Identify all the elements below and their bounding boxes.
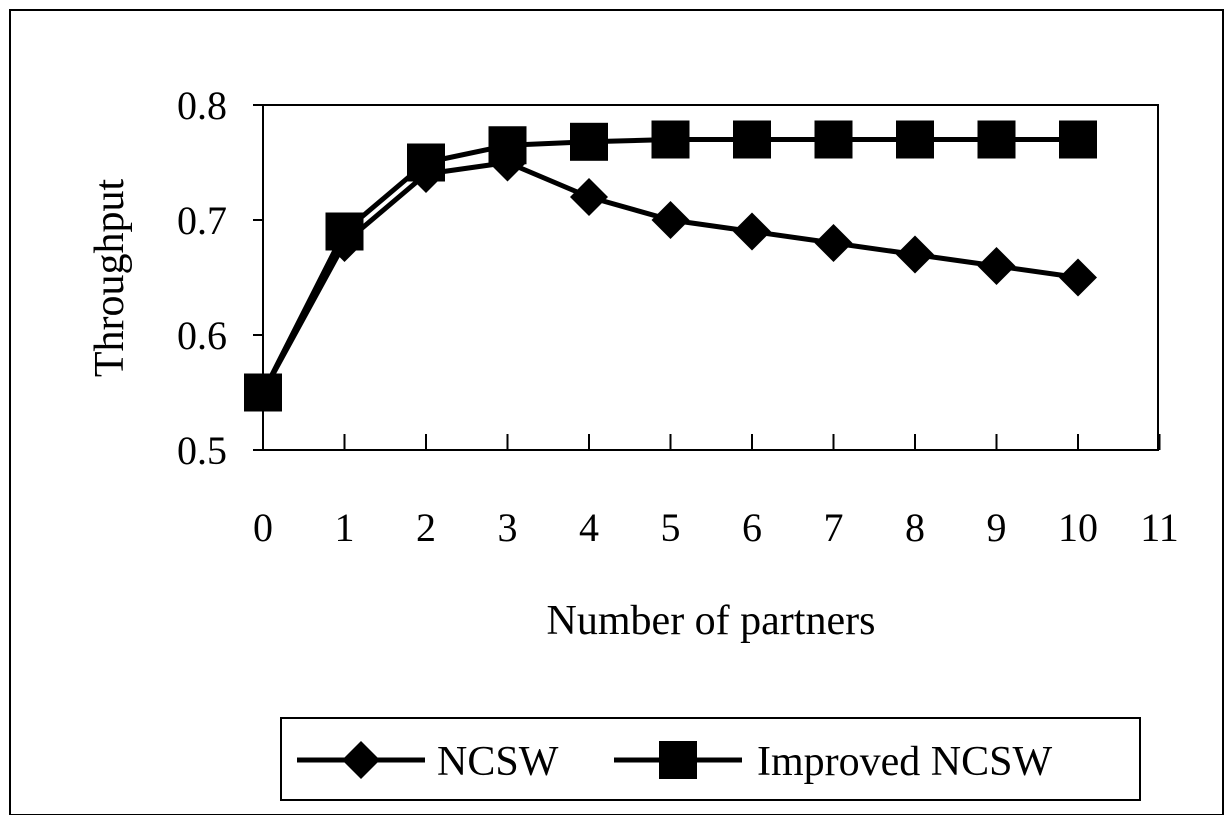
data-point-improved-ncsw bbox=[570, 122, 608, 161]
x-tick-label: 0 bbox=[253, 505, 273, 550]
data-point-improved-ncsw bbox=[244, 373, 282, 412]
data-point-improved-ncsw bbox=[733, 120, 771, 159]
x-tick-label: 4 bbox=[579, 505, 599, 550]
data-point-improved-ncsw bbox=[977, 120, 1016, 159]
data-point-improved-ncsw bbox=[325, 212, 364, 251]
data-point-improved-ncsw bbox=[407, 143, 445, 182]
data-point-ncsw bbox=[896, 235, 934, 274]
x-tick-label: 3 bbox=[498, 505, 518, 550]
data-point-improved-ncsw bbox=[814, 120, 853, 159]
legend-marker-diamond bbox=[342, 741, 380, 779]
data-point-ncsw bbox=[733, 212, 771, 251]
x-tick-label: 10 bbox=[1058, 505, 1098, 550]
plot-area bbox=[262, 104, 1159, 451]
x-tick-label: 8 bbox=[905, 505, 925, 550]
x-tick-label: 6 bbox=[742, 505, 762, 550]
x-axis-ticks bbox=[262, 434, 1161, 450]
legend-label-improved-ncsw: Improved NCSW bbox=[757, 739, 1052, 785]
y-tick-label: 0.6 bbox=[177, 313, 227, 358]
y-tick-label: 0.5 bbox=[177, 428, 227, 473]
series-layer bbox=[244, 120, 1097, 412]
x-tick-label: 7 bbox=[824, 505, 844, 550]
x-tick-label: 9 bbox=[987, 505, 1007, 550]
data-point-ncsw bbox=[570, 178, 608, 216]
legend: NCSW Improved NCSW bbox=[280, 717, 1141, 801]
data-point-improved-ncsw bbox=[896, 120, 934, 159]
x-axis-tick-labels: 0 1 2 3 4 5 6 7 8 9 10 11 bbox=[253, 505, 1179, 550]
legend-marker-square bbox=[659, 741, 697, 779]
x-axis-title: Number of partners bbox=[547, 598, 876, 644]
x-tick-label: 2 bbox=[416, 505, 436, 550]
data-point-ncsw bbox=[1059, 258, 1097, 297]
data-point-improved-ncsw bbox=[488, 126, 527, 165]
data-point-ncsw bbox=[651, 201, 690, 239]
data-point-improved-ncsw bbox=[1059, 120, 1097, 159]
x-tick-label: 11 bbox=[1140, 505, 1179, 550]
y-tick-label: 0.8 bbox=[177, 83, 227, 128]
data-point-ncsw bbox=[814, 224, 853, 262]
y-axis-title: Throughput bbox=[87, 179, 133, 378]
data-point-ncsw bbox=[977, 247, 1016, 285]
y-axis-ticks bbox=[253, 104, 263, 451]
x-tick-label: 5 bbox=[661, 505, 681, 550]
legend-label-ncsw: NCSW bbox=[437, 739, 559, 785]
x-tick-label: 1 bbox=[335, 505, 355, 550]
y-tick-label: 0.7 bbox=[177, 198, 227, 243]
series-improved-ncsw bbox=[244, 120, 1097, 412]
y-axis-tick-labels: 0.5 0.6 0.7 0.8 bbox=[177, 83, 227, 473]
data-point-improved-ncsw bbox=[651, 120, 690, 159]
